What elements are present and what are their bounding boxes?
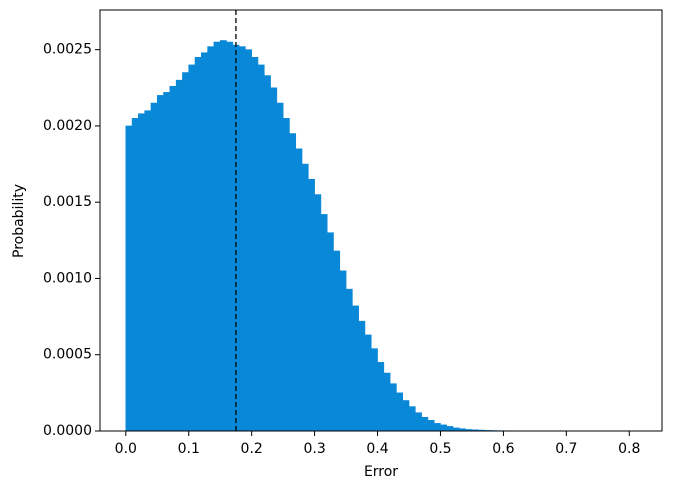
- bar: [389, 383, 397, 432]
- bar: [396, 392, 404, 432]
- x-tick-label: 0.6: [492, 441, 514, 457]
- bar: [320, 214, 328, 432]
- bar: [182, 72, 190, 432]
- plot-frame: [99, 9, 663, 432]
- bar: [194, 56, 202, 432]
- bar: [339, 270, 347, 432]
- bar: [427, 420, 435, 432]
- bar: [144, 110, 152, 432]
- bar: [421, 416, 429, 432]
- bar: [276, 102, 284, 432]
- x-tick-label: 0.7: [555, 441, 577, 457]
- bar: [270, 87, 278, 432]
- bar: [289, 133, 297, 432]
- x-tick-label: 0.1: [178, 441, 200, 457]
- bar: [333, 250, 341, 432]
- bar: [219, 40, 227, 432]
- bar: [188, 64, 196, 432]
- bar: [213, 41, 221, 432]
- bar: [345, 288, 353, 432]
- bar: [308, 179, 315, 432]
- bar: [364, 334, 372, 432]
- y-tick-label: 0.0015: [43, 194, 92, 210]
- y-tick-label: 0.0005: [43, 347, 92, 363]
- y-tick-label: 0.0020: [43, 118, 92, 134]
- bar: [408, 406, 416, 432]
- x-tick-label: 0.0: [115, 441, 137, 457]
- bar: [414, 412, 422, 432]
- bar: [402, 400, 410, 432]
- bar: [383, 372, 391, 432]
- bar: [175, 79, 183, 432]
- bar: [201, 52, 208, 432]
- bar: [169, 85, 177, 432]
- y-tick-label: 0.0010: [43, 270, 92, 286]
- bar: [295, 148, 303, 432]
- bar: [150, 102, 158, 432]
- bar: [358, 320, 366, 432]
- bar: [263, 75, 271, 432]
- bar: [446, 426, 454, 432]
- bar: [314, 194, 322, 432]
- bar: [433, 423, 441, 432]
- bar: [301, 163, 309, 432]
- x-axis-label: Error: [364, 464, 398, 480]
- bar: [352, 305, 359, 432]
- y-tick-label: 0.0025: [43, 42, 92, 58]
- x-tick-label: 0.2: [241, 441, 263, 457]
- y-tick-label: 0.0000: [43, 423, 92, 439]
- bar: [156, 95, 164, 432]
- bar: [370, 348, 378, 432]
- bar: [138, 113, 145, 432]
- x-tick-label: 0.3: [303, 441, 325, 457]
- x-tick-label: 0.8: [618, 441, 640, 457]
- bar: [238, 46, 246, 432]
- bar: [163, 92, 171, 432]
- bar: [226, 41, 234, 432]
- bar: [207, 46, 215, 432]
- bar: [251, 56, 259, 432]
- bar: [440, 424, 448, 432]
- bar: [125, 125, 133, 432]
- bar: [326, 232, 334, 432]
- x-tick-label: 0.4: [366, 441, 388, 457]
- bar: [257, 64, 265, 432]
- x-tick-label: 0.5: [429, 441, 451, 457]
- bar: [131, 118, 139, 432]
- bar: [282, 118, 290, 432]
- y-axis-label: Probability: [11, 184, 27, 258]
- bar: [377, 362, 385, 432]
- bar: [245, 49, 252, 432]
